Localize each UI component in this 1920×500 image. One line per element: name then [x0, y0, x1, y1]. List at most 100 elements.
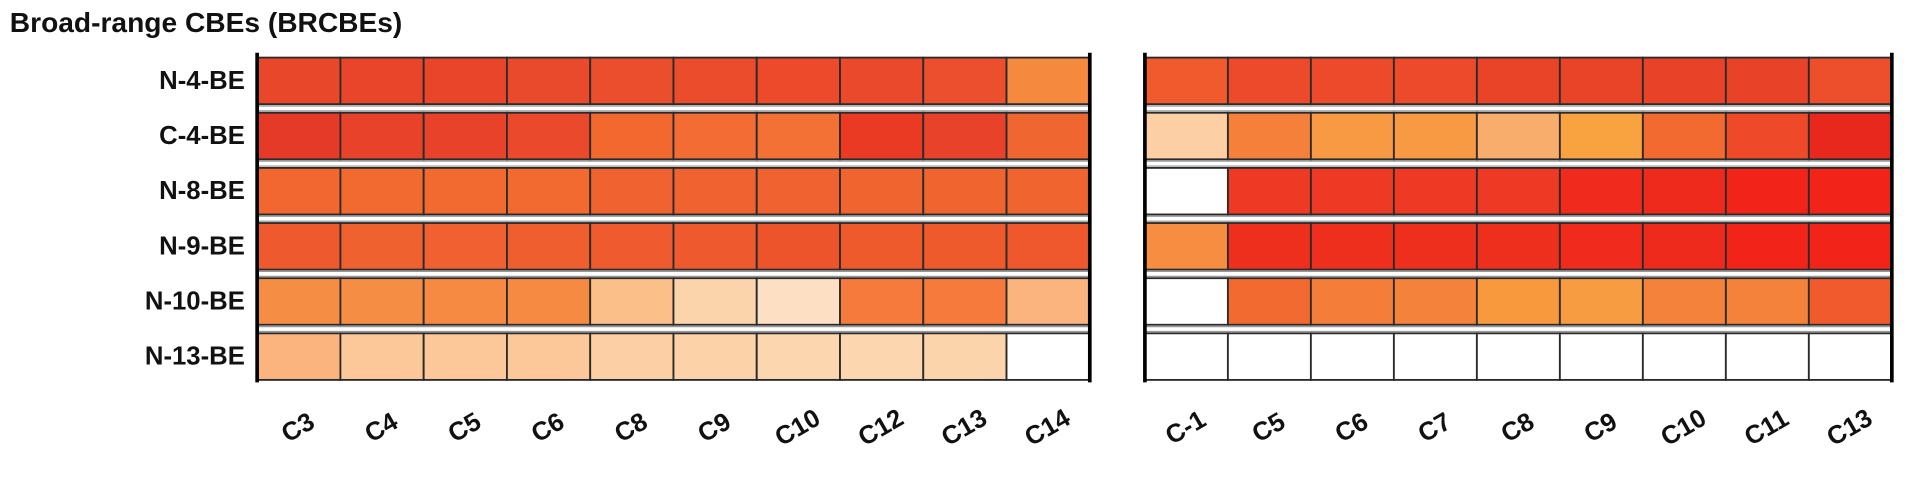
- heat-cell: [1807, 111, 1893, 161]
- heat-cell: [1558, 332, 1644, 381]
- heat-cell: [589, 332, 675, 381]
- column-label: C4: [360, 407, 403, 448]
- heat-cell: [1392, 166, 1478, 216]
- heat-cell: [506, 166, 592, 216]
- heat-cell: [1143, 56, 1229, 106]
- heat-cell: [755, 222, 841, 271]
- heat-cell: [839, 222, 925, 271]
- heat-cell: [1558, 166, 1644, 216]
- heat-cell: [1226, 332, 1312, 381]
- heat-cell: [1226, 277, 1312, 326]
- heat-cell: [1309, 56, 1395, 106]
- heat-cell: [1005, 166, 1091, 216]
- heat-cell: [672, 56, 758, 106]
- heat-cell: [256, 166, 342, 216]
- heat-cell: [922, 166, 1008, 216]
- heat-cell: [589, 166, 675, 216]
- heat-cell: [1143, 111, 1229, 161]
- heat-cell: [339, 222, 425, 271]
- heat-cell: [1309, 277, 1395, 326]
- column-label: C14: [1020, 404, 1075, 452]
- heat-cell: [922, 222, 1008, 271]
- column-label: C7: [1414, 408, 1456, 449]
- heat-cell: [1475, 332, 1561, 381]
- heat-cell: [755, 111, 841, 161]
- heat-cell: [1641, 56, 1727, 106]
- column-label: C13: [937, 404, 992, 452]
- heat-cell: [422, 56, 508, 106]
- heat-cell: [1309, 332, 1395, 381]
- heat-cell: [839, 277, 925, 326]
- row-label: N-10-BE: [145, 287, 245, 315]
- heat-cell: [1309, 111, 1395, 161]
- column-label: C3: [277, 408, 319, 449]
- heat-cell: [339, 166, 425, 216]
- column-label: C9: [1580, 408, 1622, 449]
- row-label: N-4-BE: [159, 67, 245, 95]
- heat-cell: [1005, 277, 1091, 326]
- chart-title: Broad-range CBEs (BRCBEs): [10, 6, 403, 38]
- heat-cell: [1558, 111, 1644, 161]
- heat-cell: [256, 111, 342, 161]
- column-label: C6: [527, 408, 569, 449]
- heat-cell: [1005, 56, 1091, 106]
- heat-cell: [1558, 277, 1644, 326]
- heat-cell: [1143, 277, 1229, 326]
- heat-cell: [1226, 166, 1312, 216]
- heat-cell: [1475, 277, 1561, 326]
- heat-cell: [339, 111, 425, 161]
- heat-cell: [256, 277, 342, 326]
- row-label: N-9-BE: [159, 232, 245, 260]
- heat-cell: [1724, 166, 1810, 216]
- heat-cell: [1807, 56, 1893, 106]
- heat-cell: [922, 277, 1008, 326]
- heat-cell: [922, 56, 1008, 106]
- heat-cell: [589, 111, 675, 161]
- heat-cell: [922, 111, 1008, 161]
- heat-cell: [755, 166, 841, 216]
- column-label: C-1: [1161, 405, 1211, 450]
- heat-cell: [1143, 332, 1229, 381]
- column-label: C11: [1740, 404, 1794, 451]
- heat-cell: [672, 332, 758, 381]
- heat-cell: [1724, 222, 1810, 271]
- heat-cell: [1641, 111, 1727, 161]
- heat-cell: [839, 166, 925, 216]
- column-label: C5: [443, 408, 485, 449]
- column-label: C8: [1497, 408, 1539, 449]
- heat-cell: [839, 111, 925, 161]
- heat-cell: [1226, 56, 1312, 106]
- heat-cell: [1226, 111, 1312, 161]
- heat-cell: [1143, 166, 1229, 216]
- row-label: C-4-BE: [159, 122, 245, 150]
- heat-cell: [506, 332, 592, 381]
- heat-cell: [755, 277, 841, 326]
- heat-cell: [1641, 277, 1727, 326]
- heat-cell: [1807, 222, 1893, 271]
- row-label: N-8-BE: [159, 177, 245, 205]
- heat-cell: [422, 166, 508, 216]
- heat-cell: [1309, 166, 1395, 216]
- heat-cell: [1475, 222, 1561, 271]
- heat-cell: [1641, 222, 1727, 271]
- heat-cell: [256, 56, 342, 106]
- heat-cell: [1807, 332, 1893, 381]
- column-label: C6: [1331, 408, 1373, 449]
- heat-cell: [672, 166, 758, 216]
- column-label: C12: [854, 404, 909, 452]
- heat-cell: [1807, 277, 1893, 326]
- heat-cell: [672, 222, 758, 271]
- heat-cell: [1005, 222, 1091, 271]
- heat-cell: [1392, 332, 1478, 381]
- heat-cell: [1392, 277, 1478, 326]
- heat-cell: [506, 222, 592, 271]
- heat-cell: [339, 332, 425, 381]
- heat-cell: [755, 56, 841, 106]
- heat-cell: [1392, 222, 1478, 271]
- heat-cell: [339, 56, 425, 106]
- column-label: C13: [1822, 404, 1877, 452]
- heat-cell: [1309, 222, 1395, 271]
- heat-cell: [589, 277, 675, 326]
- heat-cell: [1641, 332, 1727, 381]
